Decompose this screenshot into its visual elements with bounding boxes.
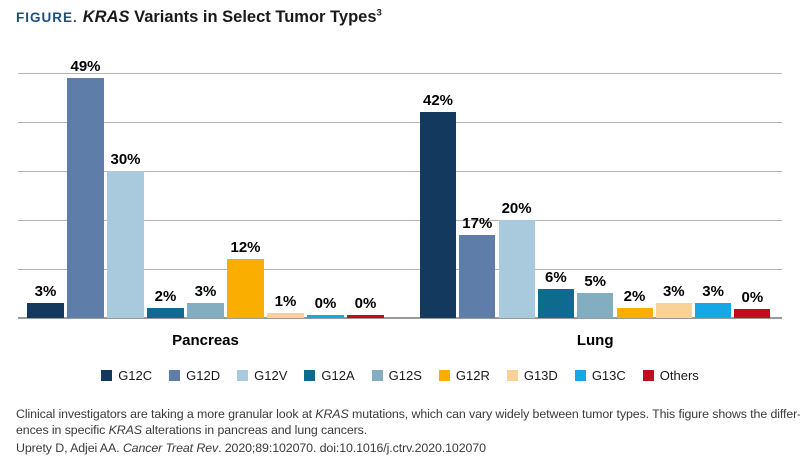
caption-line: ences in specific KRAS alterations in pa… — [16, 423, 800, 439]
gridline-40 — [18, 122, 782, 123]
bar-lung-g12s — [577, 293, 614, 318]
bar-value-label: 0% — [354, 295, 377, 312]
bar-pancreas-others — [347, 315, 384, 318]
figure-title: FIGURE. KRAS Variants in Select Tumor Typ… — [16, 8, 382, 27]
legend-item-g12c: G12C — [101, 368, 152, 383]
legend-swatch-icon — [642, 370, 654, 381]
bar-value-label: 3% — [702, 283, 724, 300]
legend-swatch-icon — [574, 370, 586, 381]
gridline-20 — [18, 220, 782, 221]
bar-value-label: 12% — [230, 239, 261, 256]
group-label-lung: Lung — [576, 332, 614, 349]
text: Uprety D, Adjei AA. — [16, 441, 123, 455]
bar-pancreas-g12s — [187, 303, 224, 318]
gridline-30 — [18, 171, 782, 172]
text: alterations in pancreas and lung cancers… — [141, 422, 368, 437]
legend-label: G12C — [118, 368, 153, 383]
gridline-50 — [18, 73, 782, 74]
bar-lung-g13c — [695, 303, 732, 318]
italic-text: KRAS — [315, 407, 349, 421]
bar-lung-g12a — [537, 289, 574, 318]
bar-pancreas-g12r — [227, 259, 264, 318]
italic-text: Cancer Treat Rev — [122, 441, 219, 455]
legend-item-others: Others — [642, 368, 699, 383]
bar-value-label: 17% — [462, 215, 493, 232]
bar-value-label: 2% — [154, 288, 177, 305]
bar-value-label: 30% — [110, 151, 141, 168]
legend-item-g12d: G12D — [169, 368, 220, 383]
legend-label: Others — [659, 368, 699, 383]
legend-item-g12v: G12V — [237, 368, 287, 383]
text: Clinical investigators are taking a more… — [16, 407, 316, 421]
bar-pancreas-g13c — [307, 315, 344, 318]
legend-item-g12r: G12R — [438, 368, 490, 383]
legend-label: G12D — [186, 368, 221, 383]
bar-value-label: 49% — [70, 58, 101, 75]
legend-label: G12A — [321, 368, 355, 383]
x-axis-line — [18, 317, 782, 319]
legend-swatch-icon — [101, 370, 113, 381]
figure-caption: Clinical investigators are taking a more… — [16, 407, 800, 438]
legend-item-g13c: G13C — [574, 368, 626, 383]
bar-lung-g12d — [459, 235, 496, 318]
figure-reference: Uprety D, Adjei AA. Cancer Treat Rev. 20… — [16, 441, 486, 455]
bar-pancreas-g13d — [267, 313, 304, 318]
group-label-pancreas: Pancreas — [172, 332, 239, 349]
bar-value-label: 3% — [194, 283, 217, 300]
bar-value-label: 3% — [662, 283, 685, 300]
legend-label: G12S — [388, 368, 422, 383]
chart-legend: G12C G12D G12V G12A G12S G12R G13D G13C Others — [0, 368, 800, 383]
bar-lung-g12r — [616, 308, 653, 318]
bar-value-label: 42% — [422, 92, 454, 109]
legend-label: G13D — [523, 368, 558, 383]
bar-pancreas-g12a — [147, 308, 184, 318]
text: . 2020;89:102070. doi:10.1016/j.ctrv.202… — [218, 441, 486, 455]
caption-line: Clinical investigators are taking a more… — [16, 407, 800, 423]
figure-title-gene: KRAS — [82, 8, 130, 26]
legend-label: G12R — [455, 368, 490, 383]
legend-swatch-icon — [169, 370, 181, 381]
bar-lung-g12c — [420, 112, 456, 318]
bar-lung-others — [734, 309, 771, 318]
bar-value-label: 2% — [623, 288, 646, 305]
gridline-10 — [18, 269, 782, 270]
legend-swatch-icon — [506, 370, 518, 381]
text: mutations, which can vary widely between… — [348, 407, 800, 421]
legend-item-g12a: G12A — [304, 368, 355, 383]
italic-text: KRAS — [108, 422, 142, 437]
legend-swatch-icon — [237, 370, 249, 381]
bar-chart-plot-area: 3% 49% 30% 2% 3% 12% 1% 0% 0% Pancreas 42% 17% 20% 6%… — [18, 59, 782, 349]
bar-value-label: 6% — [545, 269, 567, 286]
legend-swatch-icon — [438, 370, 450, 381]
text: ences in specific — [16, 422, 109, 437]
bar-lung-g13d — [655, 303, 692, 318]
bar-value-label: 20% — [501, 200, 532, 217]
bar-value-label: 5% — [584, 273, 607, 290]
bar-pancreas-g12v — [107, 171, 144, 318]
figure-title-superscript: 3 — [376, 7, 382, 19]
bar-pancreas-g12c — [27, 303, 64, 318]
legend-item-g13d: G13D — [506, 368, 558, 383]
legend-item-g12s: G12S — [371, 368, 422, 383]
legend-swatch-icon — [304, 370, 316, 381]
bar-lung-g12v — [498, 220, 535, 318]
figure-title-text: Variants in Select Tumor Types — [129, 8, 377, 26]
bar-value-label: 1% — [274, 293, 297, 310]
legend-label: G12V — [254, 368, 288, 383]
bar-value-label: 0% — [314, 295, 337, 312]
bar-value-label: 0% — [741, 289, 764, 306]
legend-swatch-icon — [371, 370, 383, 381]
figure-kicker: FIGURE. — [16, 10, 78, 25]
bar-pancreas-g12d — [67, 78, 104, 318]
bar-value-label: 3% — [34, 283, 57, 300]
legend-label: G13C — [591, 368, 626, 383]
